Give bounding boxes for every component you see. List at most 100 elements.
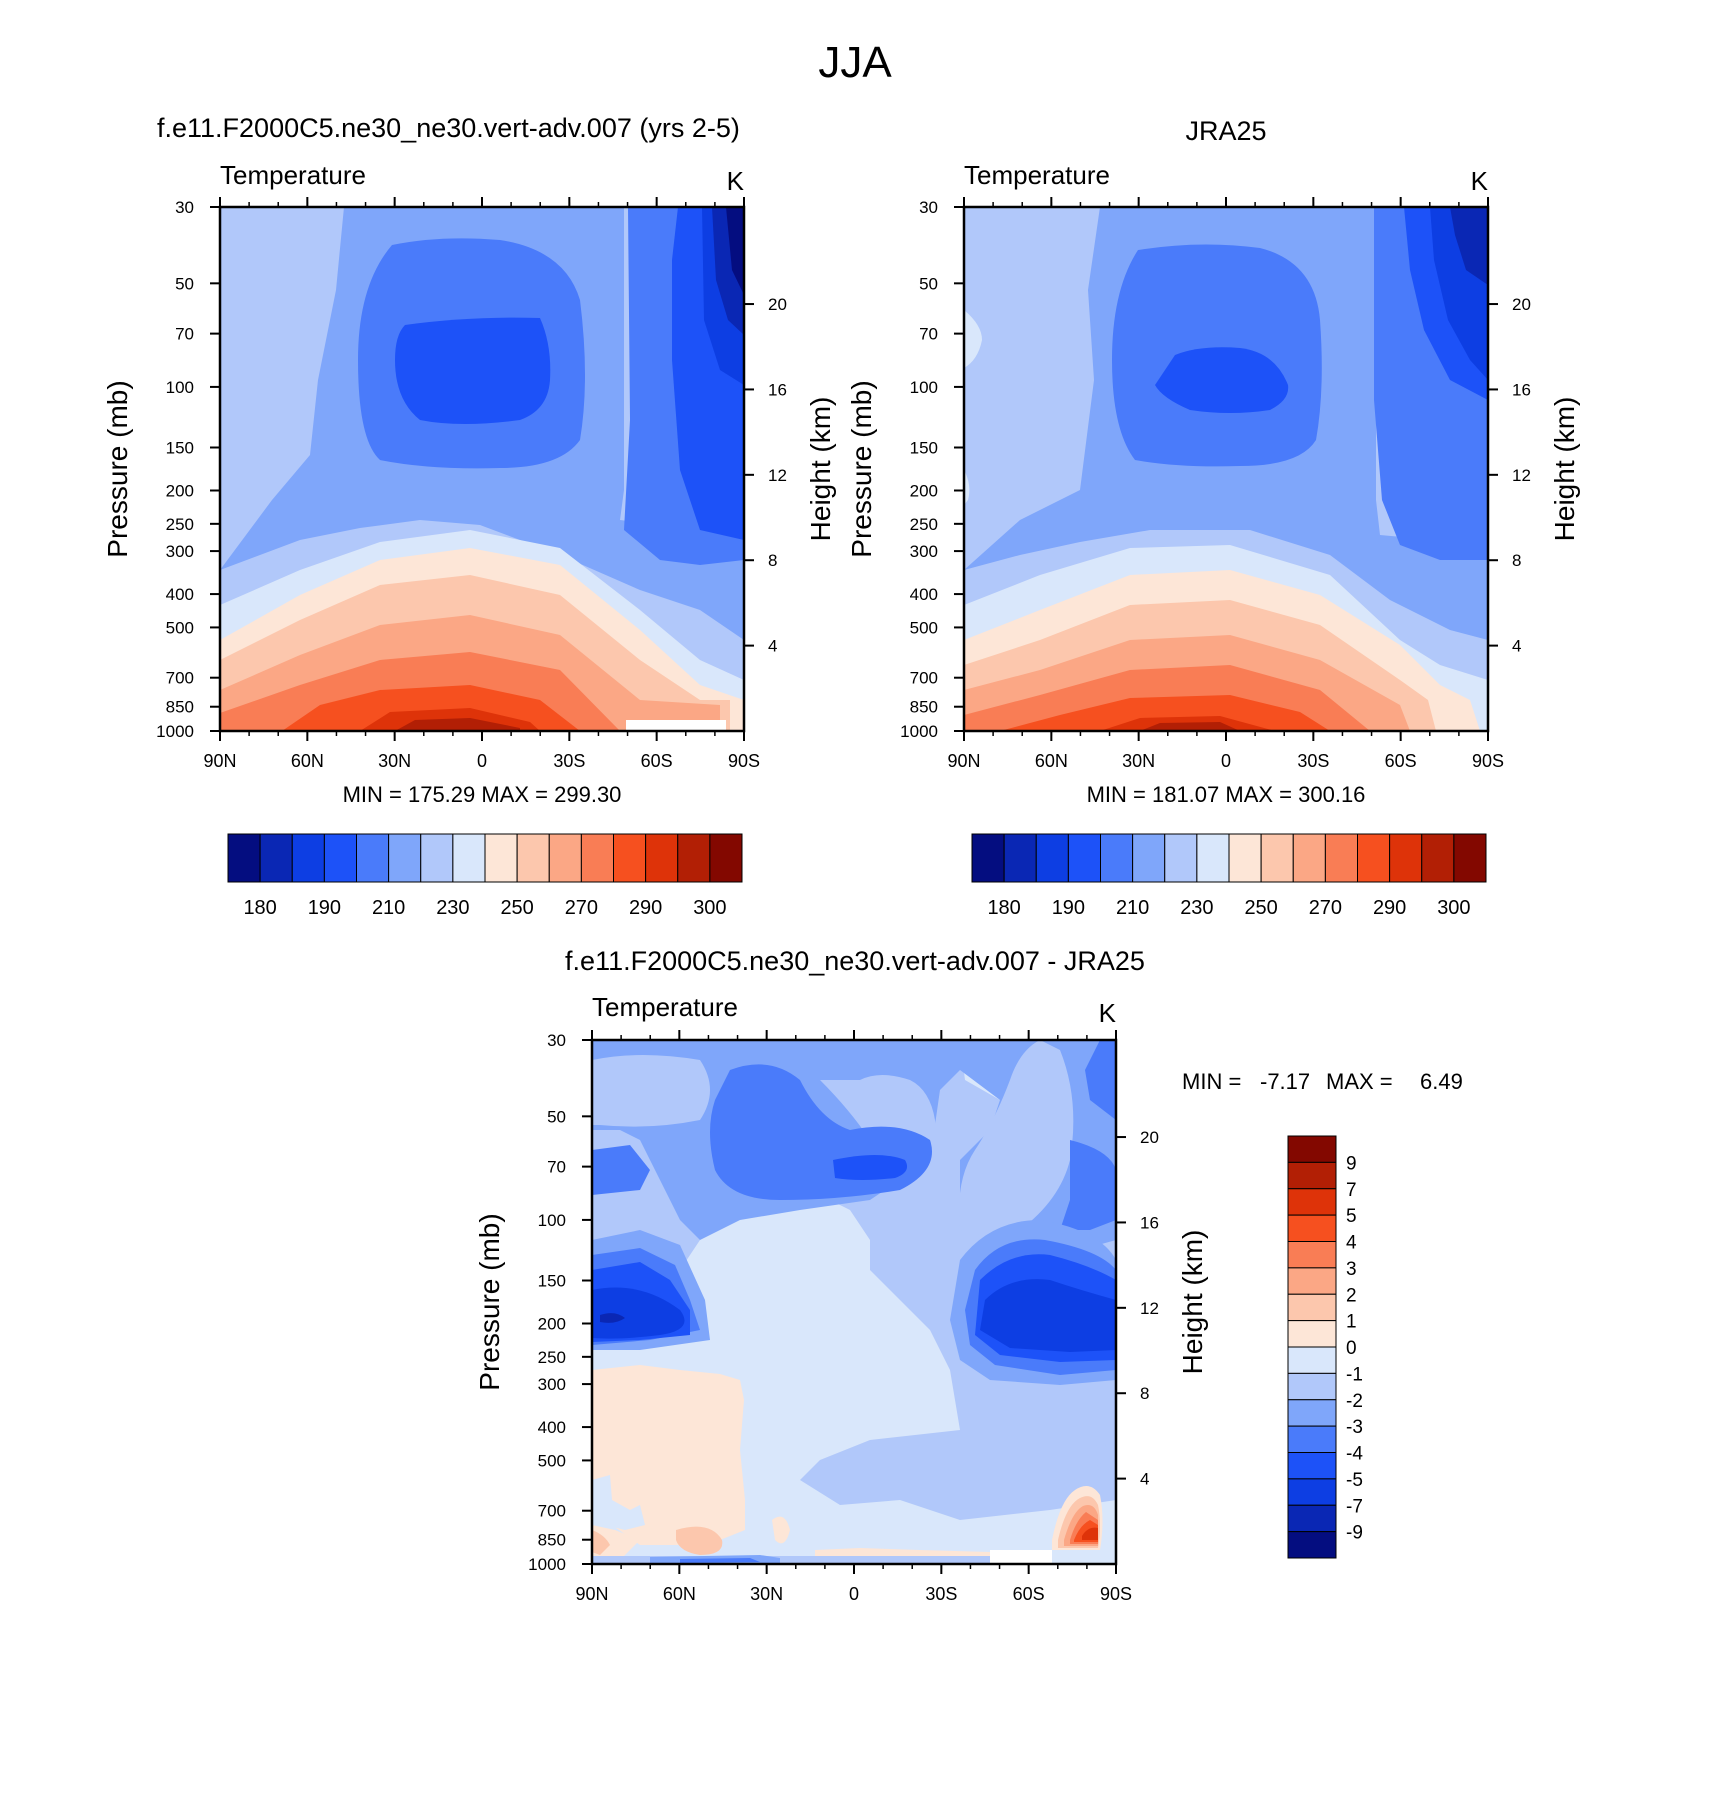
- y2-tick-label: 12: [1140, 1299, 1159, 1318]
- colorbar-box: [1100, 833, 1134, 883]
- y-tick-label: 700: [166, 669, 194, 688]
- colorbar-label: 4: [1346, 1233, 1357, 1254]
- colorbar-box: [1324, 833, 1358, 883]
- colorbar-box: [484, 833, 518, 883]
- colorbar-box: [420, 833, 454, 883]
- colorbar-box: [645, 833, 679, 883]
- y-tick-label: 500: [166, 618, 194, 637]
- y-tick-label: 400: [910, 585, 938, 604]
- min-max-stats: MIN = 175.29 MAX = 299.30: [343, 782, 622, 807]
- y-tick-label: 30: [175, 198, 194, 217]
- y-axis-label: Pressure (mb): [846, 380, 877, 557]
- colorbar-label: -5: [1346, 1470, 1363, 1491]
- colorbar-box: [1196, 833, 1230, 883]
- colorbar-box: [1292, 833, 1326, 883]
- colorbar-box: [1260, 833, 1294, 883]
- colorbar-box: [1287, 1135, 1337, 1163]
- x-ticks: 90N 60N 30N 0 30S 60S 90S: [947, 197, 1504, 771]
- colorbar-box: [1287, 1188, 1337, 1216]
- x-tick-label: 60S: [1013, 1584, 1045, 1604]
- colorbar-box: [1287, 1161, 1337, 1190]
- y-tick-label: 300: [166, 542, 194, 561]
- y-ticks: 30 50 70 100 150 200 250 300 400 500 700 850 1000: [528, 1031, 592, 1574]
- x-tick-label: 90S: [1100, 1584, 1132, 1604]
- colorbar-label: 250: [1244, 897, 1277, 919]
- x-tick-label: 60S: [1385, 751, 1417, 771]
- y2-axis-label: Height (km): [1177, 1230, 1208, 1375]
- colorbar-label: 290: [1373, 897, 1406, 919]
- y-tick-label: 100: [910, 378, 938, 397]
- y2-tick-label: 12: [768, 466, 787, 485]
- y2-tick-label: 20: [768, 295, 787, 314]
- colorbar-label: 190: [308, 897, 341, 919]
- y-axis-label: Pressure (mb): [474, 1213, 505, 1390]
- x-tick-label: 90N: [575, 1584, 608, 1604]
- left-label: Temperature: [220, 160, 366, 190]
- y2-axis-label: Height (km): [1549, 397, 1580, 542]
- min-label: MIN =: [1182, 1069, 1241, 1094]
- y-tick-label: 300: [910, 542, 938, 561]
- left-label: Temperature: [592, 992, 738, 1022]
- x-tick-label: 60N: [1035, 751, 1068, 771]
- contour-field: [964, 207, 1488, 731]
- colorbar-box: [580, 833, 614, 883]
- x-tick-label: 60N: [291, 751, 324, 771]
- x-ticks: 90N 60N 30N 0 30S 60S 90S: [203, 197, 760, 771]
- colorbar-box: [1287, 1293, 1337, 1322]
- colorbar-box: [1035, 833, 1069, 883]
- colorbar-box: [1287, 1452, 1337, 1480]
- y-tick-label: 1000: [900, 722, 938, 741]
- figure-title: JJA: [818, 38, 892, 87]
- y2-tick-label: 16: [1512, 380, 1531, 399]
- y-tick-label: 50: [547, 1107, 566, 1126]
- colorbar-label: 7: [1346, 1180, 1357, 1201]
- colorbar-box: [709, 833, 743, 883]
- x-tick-label: 60S: [641, 751, 673, 771]
- y2-tick-label: 4: [768, 637, 777, 656]
- x-tick-label: 0: [849, 1584, 859, 1604]
- x-tick-label: 90S: [1472, 751, 1504, 771]
- colorbar-label: 190: [1052, 897, 1085, 919]
- colorbar-label: -7: [1346, 1496, 1363, 1517]
- y2-tick-label: 20: [1140, 1128, 1159, 1147]
- y-tick-label: 50: [919, 274, 938, 293]
- colorbar-box: [1287, 1531, 1337, 1559]
- y-tick-label: 850: [538, 1531, 566, 1550]
- x-tick-label: 30N: [1122, 751, 1155, 771]
- panel-title: JRA25: [1185, 116, 1266, 146]
- colorbar-box: [1389, 833, 1423, 883]
- x-ticks: 90N 60N 30N 0 30S 60S 90S: [575, 1030, 1132, 1604]
- colorbar-box: [516, 833, 550, 883]
- y-tick-label: 250: [538, 1348, 566, 1367]
- colorbar-box: [1287, 1478, 1337, 1506]
- x-tick-label: 30S: [553, 751, 585, 771]
- colorbar-box: [227, 833, 261, 883]
- y-tick-label: 100: [538, 1211, 566, 1230]
- colorbar-box: [1287, 1504, 1337, 1533]
- y-tick-label: 300: [538, 1375, 566, 1394]
- y-tick-label: 150: [910, 439, 938, 458]
- colorbar-box: [323, 833, 357, 883]
- x-tick-label: 30N: [378, 751, 411, 771]
- colorbar-box: [613, 833, 647, 883]
- colorbar-label: 3: [1346, 1259, 1357, 1280]
- colorbar-label: 300: [1437, 897, 1470, 919]
- colorbar-box: [548, 833, 582, 883]
- left-label: Temperature: [964, 160, 1110, 190]
- colorbar-label: 290: [629, 897, 662, 919]
- y-tick-label: 50: [175, 274, 194, 293]
- colorbar-label: 210: [372, 897, 405, 919]
- y-tick-label: 700: [538, 1502, 566, 1521]
- colorbar-box: [1287, 1267, 1337, 1295]
- x-tick-label: 0: [1221, 751, 1231, 771]
- colorbar-box: [677, 833, 711, 883]
- colorbar-label: 250: [500, 897, 533, 919]
- x-tick-label: 90N: [203, 751, 236, 771]
- max-value: 6.49: [1420, 1069, 1463, 1094]
- x-tick-label: 60N: [663, 1584, 696, 1604]
- panel-title: f.e11.F2000C5.ne30_ne30.vert-adv.007 - J…: [565, 946, 1145, 976]
- y2-axis-label: Height (km): [805, 397, 836, 542]
- y-tick-label: 70: [175, 325, 194, 344]
- colorbar-label: 270: [1309, 897, 1342, 919]
